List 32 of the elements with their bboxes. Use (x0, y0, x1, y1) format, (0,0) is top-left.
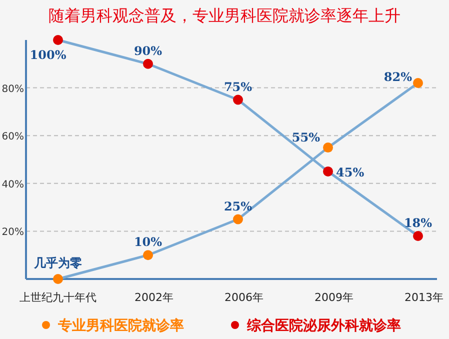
x-tick-label: 2009年 (314, 291, 354, 304)
point (323, 166, 333, 176)
data-label: 18% (404, 216, 433, 230)
data-label: 75% (224, 80, 253, 94)
point (53, 35, 63, 45)
x-tick-label: 2013年 (404, 291, 444, 304)
y-tick-label: 20% (2, 227, 24, 238)
point (53, 274, 63, 284)
data-label: 几乎为零 (33, 256, 82, 270)
point (413, 78, 423, 88)
data-label: 100% (30, 48, 67, 62)
y-tick-label: 60% (2, 132, 24, 143)
point (233, 94, 243, 105)
x-tick-label: 2002年 (134, 291, 174, 304)
legend-label: 综合医院泌尿外科就诊率 (246, 317, 401, 334)
data-label: 10% (134, 235, 163, 250)
point (143, 250, 153, 260)
point (323, 142, 333, 153)
data-label: 82% (384, 70, 413, 84)
y-tick-label: 40% (2, 179, 24, 190)
point (143, 58, 153, 69)
x-tick-label: 上世纪九十年代 (20, 291, 96, 304)
data-label: 55% (292, 130, 321, 145)
legend-label: 专业男科医院就诊率 (57, 317, 184, 334)
data-label: 45% (336, 165, 365, 180)
chart-title: 随着男科观念普及，专业男科医院就诊率逐年上升 (48, 6, 400, 25)
point (413, 230, 423, 241)
data-label: 90% (134, 44, 163, 58)
point (233, 214, 243, 224)
data-label: 25% (224, 199, 253, 214)
y-tick-label: 80% (2, 84, 24, 95)
x-tick-label: 2006年 (224, 291, 264, 304)
